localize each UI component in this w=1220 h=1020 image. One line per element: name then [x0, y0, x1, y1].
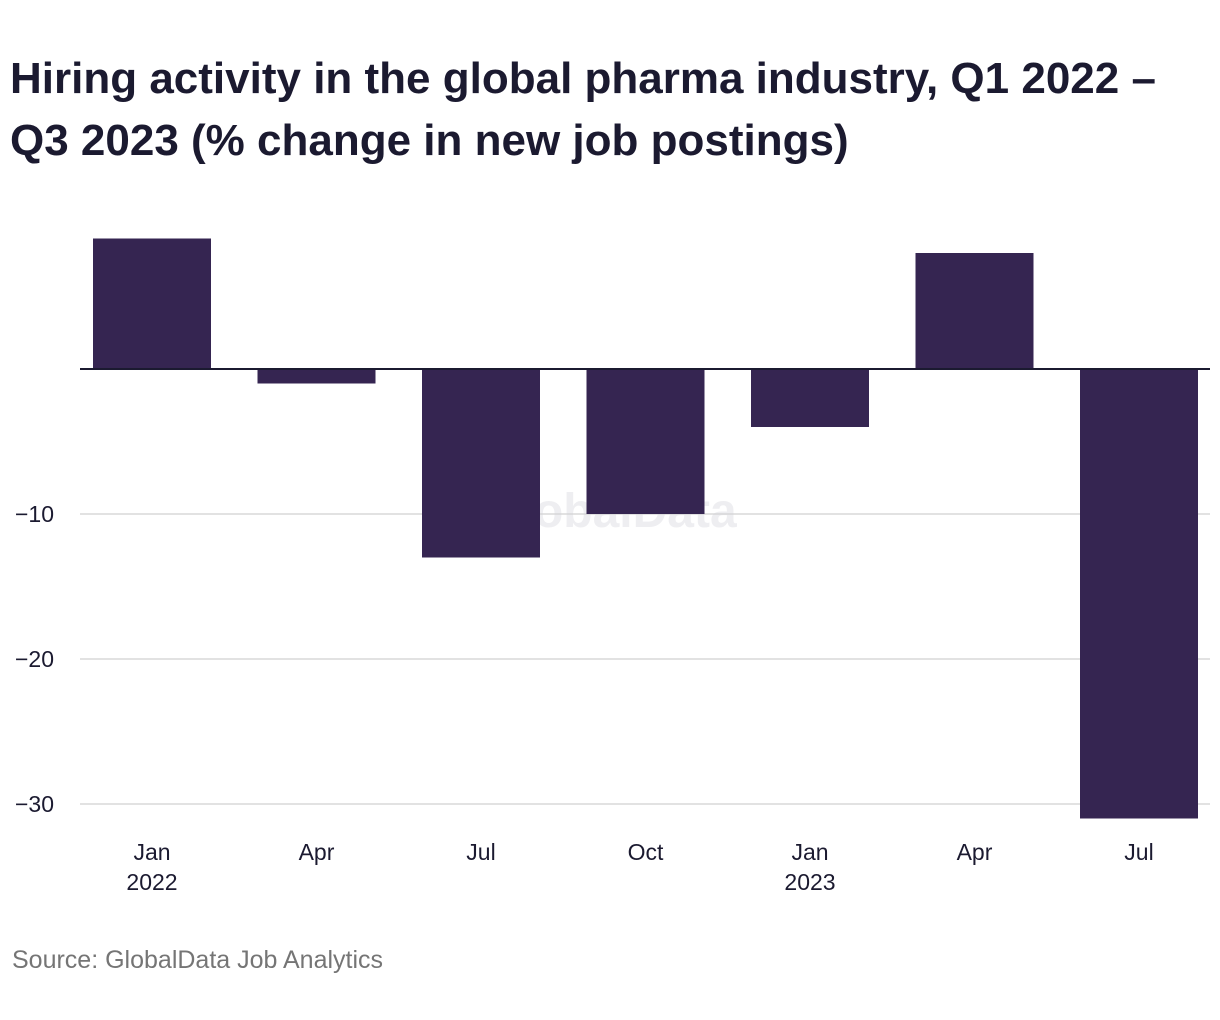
bar-jan-2023 [751, 369, 869, 427]
bar-jul-2022 [422, 369, 540, 558]
x-tick-label: Jul [466, 839, 495, 865]
x-tick-year-label: 2022 [126, 869, 177, 895]
gridlines [80, 513, 1210, 805]
chart-title: Hiring activity in the global pharma ind… [10, 54, 1156, 165]
x-tick-label: Apr [299, 839, 335, 865]
bar-apr-2022 [257, 369, 376, 384]
x-tick-label: Oct [628, 839, 664, 865]
bar-oct-2022 [586, 369, 705, 514]
bars [93, 238, 1198, 819]
y-axis-tick-labels: −10 −20 −30 [15, 501, 54, 817]
x-tick-label: Jan [133, 839, 170, 865]
x-tick-label: Apr [957, 839, 993, 865]
y-tick-label: −10 [15, 501, 54, 527]
x-axis-tick-labels: Jan 2022 Apr Jul Oct Jan 2023 Apr Jul [126, 839, 1153, 895]
bar-apr-2023 [915, 253, 1034, 369]
source-note: Source: GlobalData Job Analytics [12, 946, 384, 974]
x-tick-year-label: 2023 [784, 869, 835, 895]
y-tick-label: −20 [15, 646, 54, 672]
x-tick-label: Jul [1124, 839, 1153, 865]
bar-jul-2023 [1080, 369, 1198, 819]
bar-jan-2022 [93, 238, 211, 369]
y-tick-label: −30 [15, 791, 54, 817]
x-tick-label: Jan [791, 839, 828, 865]
